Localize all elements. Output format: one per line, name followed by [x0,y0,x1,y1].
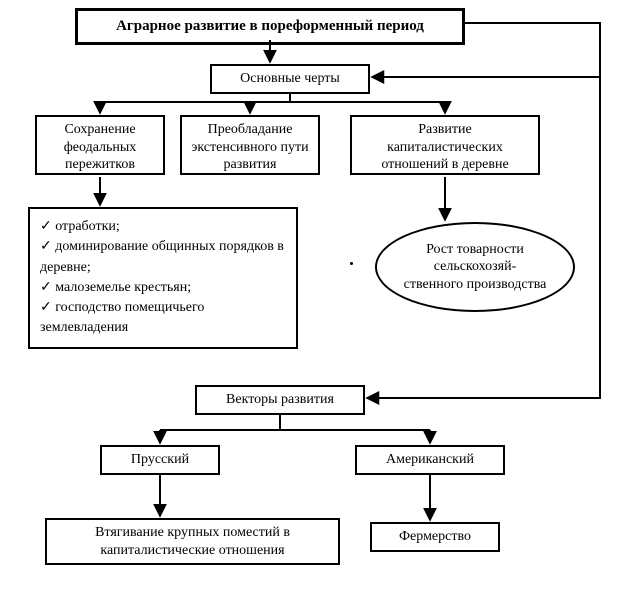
commodity-growth-text: Рост товарности сельскохозяй- ственного … [391,241,559,294]
feature-feudal-text: Сохранение феодальных пережитков [64,122,137,172]
vector-american-text: Американский [386,452,474,467]
main-features-box: Основные черты [210,64,370,94]
feature-capitalist-text: Развитие капиталистических отношений в д… [381,122,508,172]
main-features-label: Основные черты [240,71,340,86]
feudal-detail-item: малоземелье крестьян; [40,278,286,298]
title-box: Аграрное развитие в пореформенный период [75,8,465,45]
prussian-detail-box: Втягивание крупных поместий в капиталист… [45,518,340,565]
feature-capitalist-box: Развитие капиталистических отношений в д… [350,115,540,175]
feature-extensive-text: Преобладание экстенсивного пути развития [191,122,308,172]
vector-prussian-text: Прусский [131,452,189,467]
vectors-label: Векторы развития [226,392,334,407]
vector-prussian-box: Прусский [100,445,220,475]
title-text: Аграрное развитие в пореформенный период [116,18,424,34]
feudal-detail-item: господство помещичьего землевладения [40,298,286,339]
feature-feudal-box: Сохранение феодальных пережитков [35,115,165,175]
feudal-detail-item: доминирование общинных порядков в деревн… [40,237,286,278]
american-detail-text: Фермерство [399,529,471,544]
commodity-growth-ellipse: Рост товарности сельскохозяй- ственного … [375,222,575,312]
vector-american-box: Американский [355,445,505,475]
feature-extensive-box: Преобладание экстенсивного пути развития [180,115,320,175]
prussian-detail-text: Втягивание крупных поместий в капиталист… [95,525,290,558]
feudal-details-box: отработки; доминирование общинных порядк… [28,207,298,349]
american-detail-box: Фермерство [370,522,500,552]
feudal-detail-item: отработки; [40,217,286,237]
vectors-box: Векторы развития [195,385,365,415]
stray-dot [350,262,353,265]
